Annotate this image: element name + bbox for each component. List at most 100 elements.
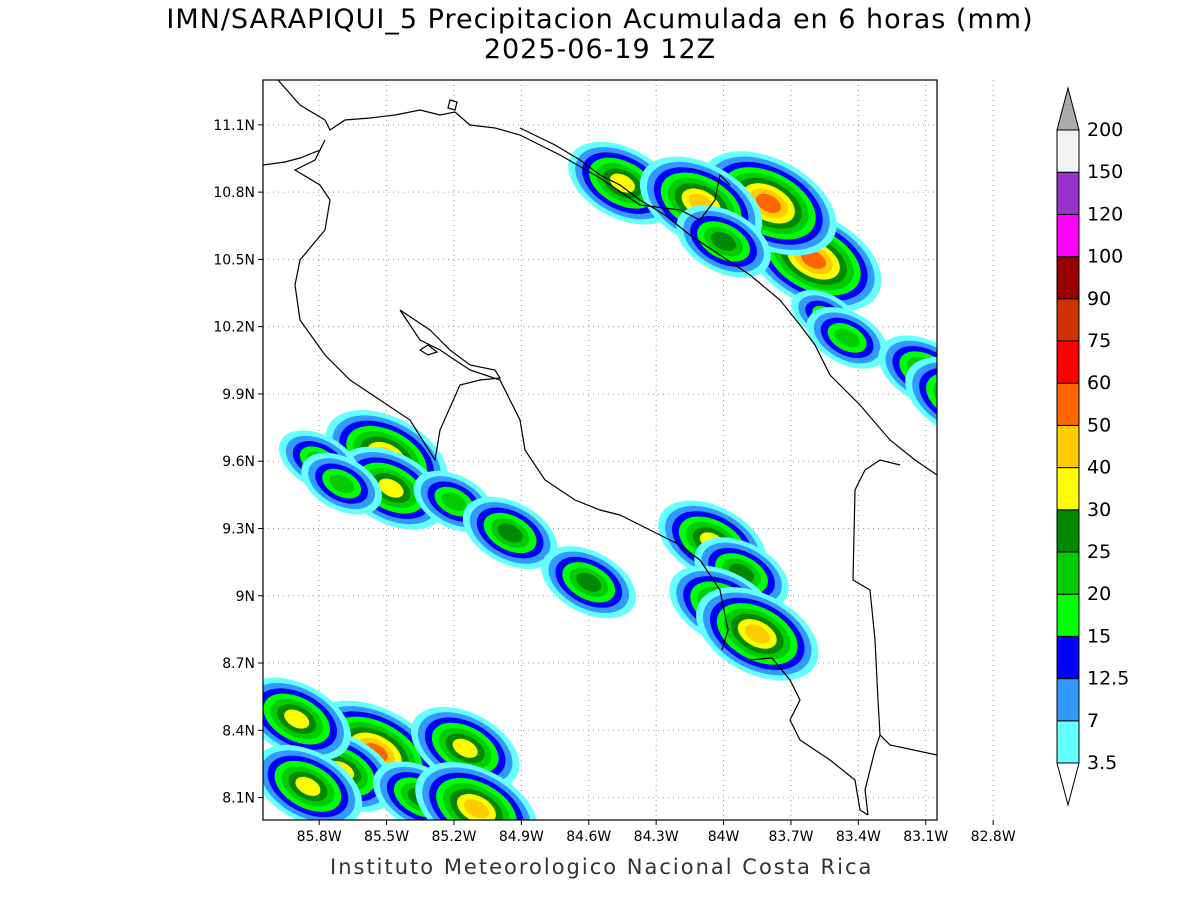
precip-cell (263, 677, 351, 761)
precip-cell (415, 762, 538, 820)
precip-contour (954, 391, 1055, 478)
colorbar-swatch (1056, 551, 1080, 595)
lon-tick-label: 83.1W (903, 829, 948, 845)
colorbar-swatch (1056, 635, 1080, 680)
colorbar-label: 100 (1087, 246, 1123, 268)
lake-island-north (447, 99, 458, 111)
lon-tick-label: 84.9W (499, 829, 544, 845)
lon-tick-label: 85.5W (364, 829, 409, 845)
colorbar-label: 3.5 (1087, 752, 1117, 774)
precip-cell (696, 587, 819, 681)
lat-tick-label: 8.7N (222, 656, 255, 672)
precip-contour (980, 413, 1029, 455)
colorbar-swatch (1056, 509, 1080, 553)
lon-tick-label: 84.6W (566, 829, 611, 845)
precip-contour (576, 572, 602, 592)
colorbar-over-arrow (1056, 86, 1080, 131)
colorbar-label: 12.5 (1087, 668, 1129, 690)
lat-tick-label: 11.1N (213, 118, 255, 134)
precip-contour (744, 624, 770, 644)
panama-border (852, 459, 901, 736)
map-subtitle: 2025-06-19 12Z (483, 34, 717, 65)
colorbar-label: 75 (1087, 330, 1111, 352)
precip-contour (609, 173, 635, 193)
caribbean-coast (519, 127, 937, 476)
lat-tick-label: 9N (236, 589, 255, 605)
panama-coast (864, 733, 937, 816)
colorbar-label: 90 (1087, 288, 1111, 310)
ometepe-island (418, 344, 439, 356)
colorbar-label: 120 (1087, 203, 1123, 225)
precip-contour (284, 709, 310, 729)
colorbar-swatch (1056, 340, 1080, 384)
colorbar-label: 60 (1087, 372, 1111, 394)
lat-tick-label: 8.1N (222, 791, 255, 807)
credit-footer: Instituto Meteorologico Nacional Costa R… (330, 855, 874, 879)
lon-tick-label: 85.8W (297, 829, 342, 845)
precip-contour (944, 385, 975, 412)
precip-cell (806, 307, 888, 369)
lon-tick-label: 83.4W (836, 829, 881, 845)
colorbar-label: 150 (1087, 161, 1123, 183)
colorbar-label: 7 (1087, 710, 1099, 732)
colorbar-swatch (1056, 213, 1080, 258)
precip-contour (936, 376, 1072, 493)
precip-contour (935, 377, 984, 419)
colorbar-swatch (1056, 129, 1080, 173)
precip-cell (462, 496, 558, 570)
nicaragua-lake-shore (277, 80, 496, 131)
precip-contour (989, 421, 1020, 448)
colorbar-swatch (1056, 298, 1080, 342)
precip-contour (711, 231, 737, 252)
lon-tick-label: 85.2W (431, 829, 476, 845)
coastlines (263, 80, 937, 816)
colorbar-label: 200 (1087, 119, 1123, 141)
precip-contour (800, 249, 826, 269)
map-frame (262, 79, 938, 821)
colorbar-label: 30 (1087, 499, 1111, 521)
colorbar-under-arrow (1056, 762, 1080, 807)
colorbar-swatch (1056, 382, 1080, 426)
precip-cell (541, 546, 637, 619)
lat-tick-label: 8.4N (222, 723, 255, 739)
lat-tick-label: 9.6N (222, 454, 255, 470)
precip-contour (452, 738, 478, 758)
precip-cell (700, 151, 837, 256)
colorbar-swatch (1056, 467, 1080, 511)
map-title: IMN/SARAPIQUI_5 Precipitacion Acumulada … (166, 4, 1034, 35)
lat-tick-label: 9.3N (222, 521, 255, 537)
lon-tick-label: 82.8W (971, 829, 1016, 845)
lat-tick-label: 9.9N (222, 387, 255, 403)
colorbar-swatch (1056, 424, 1080, 469)
precip-contour (755, 193, 782, 213)
lat-tick-label: 10.5N (213, 252, 255, 268)
colorbar-swatch (1056, 256, 1080, 300)
lon-tick-label: 84.3W (634, 829, 679, 845)
precip-cell (905, 357, 984, 440)
osa-peninsula (749, 657, 869, 816)
lat-tick-label: 10.8N (213, 185, 255, 201)
precipitation-field (263, 141, 1072, 820)
colorbar-label: 20 (1087, 583, 1111, 605)
colorbar-swatch (1056, 593, 1080, 637)
colorbar-label: 25 (1087, 541, 1111, 563)
colorbar-swatch (1056, 720, 1080, 764)
nicaragua-border (494, 127, 731, 221)
precip-contour (834, 328, 860, 348)
precip-contour (962, 398, 1046, 470)
precip-cell (694, 537, 789, 610)
lat-tick-label: 10.2N (213, 320, 255, 336)
precip-contour (945, 383, 1064, 485)
colorbar-label: 50 (1087, 414, 1111, 436)
precip-contour (378, 478, 404, 498)
precip-contour (329, 474, 355, 494)
map-axes: 11.1N 10.8N 10.5N 10.2N 9.9N 9.6N 9.3N 9N 8.7N 8.… (213, 118, 1015, 845)
precip-cell (301, 452, 382, 515)
lon-tick-label: 84W (708, 829, 740, 845)
precip-contour (497, 523, 523, 543)
precip-contour (295, 776, 321, 796)
precip-contour (441, 492, 467, 512)
costa-rica-pacific-coast (263, 139, 729, 651)
colorbar-swatch (1056, 678, 1080, 722)
